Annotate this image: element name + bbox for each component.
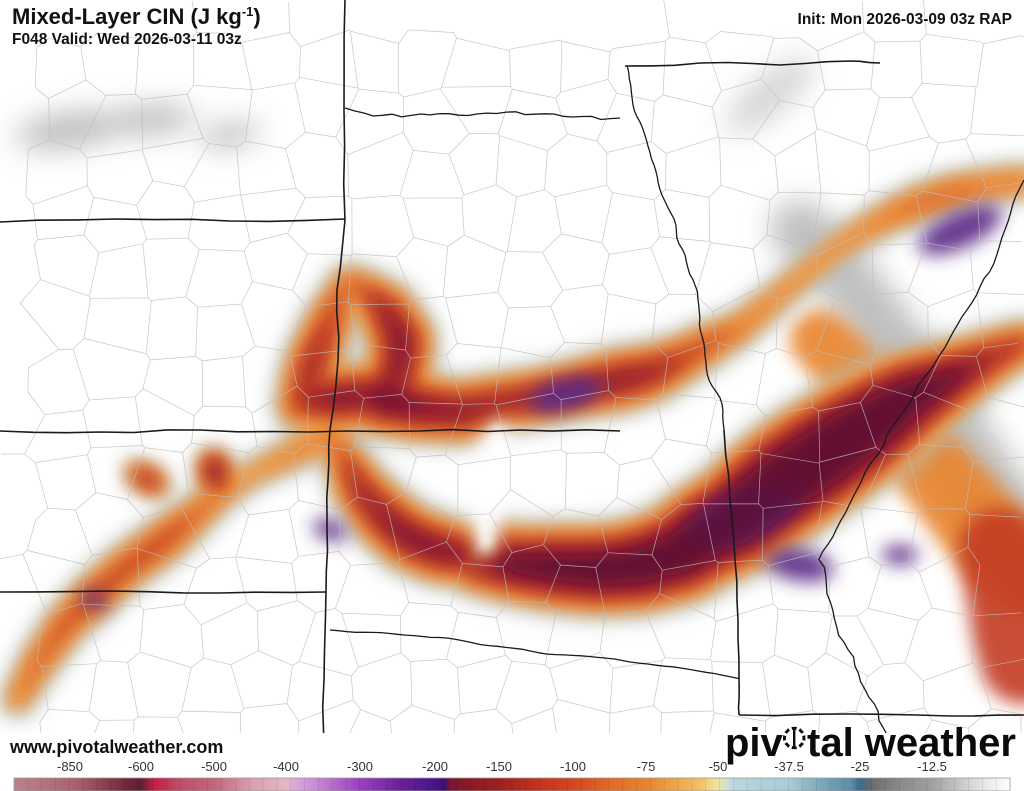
svg-text:-200: -200 [422, 759, 448, 774]
svg-text:tal weather: tal weather [807, 721, 1016, 765]
svg-text:-850: -850 [57, 759, 83, 774]
svg-text:-600: -600 [128, 759, 154, 774]
svg-text:F048 Valid: Wed 2026-03-11 03z: F048 Valid: Wed 2026-03-11 03z [12, 31, 242, 48]
svg-text:Mixed-Layer CIN (J kg-1): Mixed-Layer CIN (J kg-1) [12, 4, 261, 29]
svg-text:-100: -100 [560, 759, 586, 774]
svg-text:piv: piv [725, 721, 784, 765]
svg-text:-500: -500 [201, 759, 227, 774]
svg-text:www.pivotalweather.com: www.pivotalweather.com [9, 737, 223, 757]
svg-text:-75: -75 [637, 759, 656, 774]
svg-text:-400: -400 [273, 759, 299, 774]
svg-text:Init: Mon 2026-03-09 03z RAP: Init: Mon 2026-03-09 03z RAP [798, 11, 1012, 28]
svg-text:-150: -150 [486, 759, 512, 774]
svg-text:-300: -300 [347, 759, 373, 774]
